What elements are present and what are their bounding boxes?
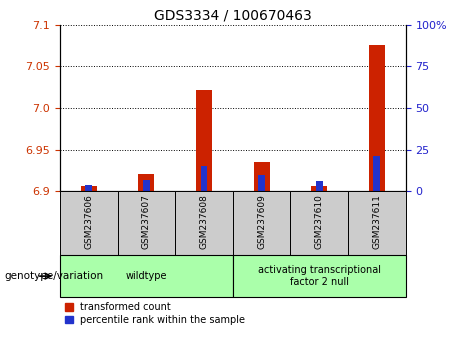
Text: genotype/variation: genotype/variation (5, 271, 104, 281)
Bar (233, 191, 290, 255)
Bar (290, 191, 348, 255)
Text: GSM237608: GSM237608 (200, 194, 208, 249)
Text: GSM237607: GSM237607 (142, 194, 151, 249)
Bar (118, 191, 175, 255)
Bar (258, 175, 265, 191)
Bar (60, 255, 233, 297)
Bar (143, 179, 150, 191)
Bar (60, 191, 118, 255)
Bar (138, 174, 154, 191)
Bar (81, 186, 97, 191)
Text: GSM237609: GSM237609 (257, 194, 266, 249)
Text: GSM237606: GSM237606 (84, 194, 93, 249)
Text: GSM237611: GSM237611 (372, 194, 381, 249)
Bar (348, 191, 406, 255)
Text: GSM237610: GSM237610 (315, 194, 324, 249)
Bar (311, 186, 327, 191)
Bar (254, 162, 270, 191)
Bar (201, 166, 207, 191)
Legend: transformed count, percentile rank within the sample: transformed count, percentile rank withi… (65, 302, 245, 325)
Title: GDS3334 / 100670463: GDS3334 / 100670463 (154, 8, 312, 22)
Bar (85, 184, 92, 191)
Text: activating transcriptional
factor 2 null: activating transcriptional factor 2 null (258, 265, 381, 287)
Bar (369, 45, 385, 191)
Bar (373, 156, 380, 191)
Bar (316, 181, 323, 191)
Text: wildtype: wildtype (125, 271, 167, 281)
Bar (175, 191, 233, 255)
Bar (233, 255, 406, 297)
Bar (196, 90, 212, 191)
